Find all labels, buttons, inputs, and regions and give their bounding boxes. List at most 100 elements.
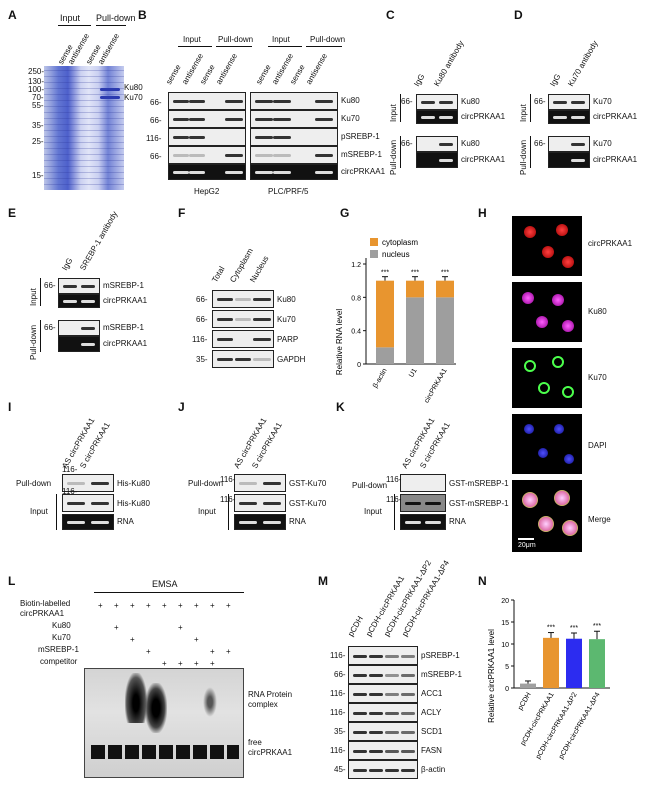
coomassie-gel (44, 66, 124, 190)
a-marker-25: 25- (32, 137, 44, 146)
b-blot-ku70-hepg2 (168, 110, 246, 128)
h-row-4: DAPI (588, 441, 607, 450)
i-row-1: His-Ku80 (117, 479, 150, 488)
panel-label-j: J (178, 400, 185, 414)
panel-label-k: K (336, 400, 345, 414)
k-row-1: GST-mSREBP-1 (449, 479, 509, 488)
b-row-ku80: Ku80 (341, 96, 360, 105)
e-section-pulldown: Pull-down (29, 324, 38, 360)
b-group-2: Pull-down (218, 35, 254, 44)
panel-label-m: M (318, 574, 328, 588)
g-ytick-label: 0.8 (351, 295, 361, 302)
c-lane-2: Ku80 antibody (432, 39, 466, 88)
b-cell-line-hepg2: HepG2 (194, 187, 220, 196)
g-bar-nucleus (376, 347, 394, 364)
l-sign: + (210, 659, 215, 668)
b-lane-1: sense (164, 63, 183, 86)
c-lane-1: IgG (412, 72, 427, 88)
e-blot-pd-msrebp (58, 320, 100, 336)
b-lane-7: sense (288, 63, 307, 86)
e-blot-input-circ (58, 294, 100, 308)
g-sig-label: *** (441, 270, 449, 277)
a-marker-55: 55- (32, 101, 44, 110)
panel-label-n: N (478, 574, 487, 588)
a-header-input: Input (60, 13, 81, 23)
b-row-msrebp: mSREBP-1 (341, 150, 382, 159)
m-marker-4: 116- (330, 708, 346, 717)
g-ytick-label: 1.2 (351, 262, 361, 269)
l-row-ku70: Ku70 (52, 633, 71, 642)
m-marker-3: 116- (330, 689, 346, 698)
i-section-input: Input (30, 507, 48, 516)
g-ytick-label: 0.4 (351, 329, 361, 336)
b-group-1: Input (183, 35, 201, 44)
emsa-gel (84, 668, 244, 778)
e-row-4: circPRKAA1 (103, 339, 148, 348)
l-sign: + (98, 601, 103, 610)
c-blot-pd-ku80 (416, 136, 458, 152)
a-marker-35: 35- (32, 121, 44, 130)
b-marker-4: 66- (150, 152, 162, 161)
d-lane-2: Ku70 antibody (566, 39, 600, 88)
n-sig-label: *** (547, 625, 555, 632)
m-row-1: pSREBP-1 (421, 651, 460, 660)
i-blot-input (62, 494, 114, 512)
d-blot-pd-circ (548, 152, 590, 168)
a-header-pulldown: Pull-down (96, 13, 136, 23)
k-blot-pd (400, 474, 446, 492)
a-marker-100: 100- (28, 85, 45, 94)
panel-label-h: H (478, 206, 487, 220)
m-marker-5: 35- (334, 727, 346, 736)
d-row-4: circPRKAA1 (593, 155, 638, 164)
b-group-3: Input (272, 35, 290, 44)
d-marker-1: 66- (534, 97, 546, 106)
d-section-pulldown: Pull-down (519, 139, 528, 175)
l-sign: + (146, 647, 151, 656)
l-free-label: free circPRKAA1 (248, 738, 293, 757)
k-row-2: GST-mSREBP-1 (449, 499, 509, 508)
e-marker-2: 66- (44, 323, 56, 332)
c-blot-pd-circ (416, 152, 458, 168)
b-lane-8: antisense (304, 51, 330, 86)
panel-label-e: E (8, 206, 17, 220)
f-row-2: Ku70 (277, 315, 296, 324)
n-ytick-label: 15 (501, 620, 509, 627)
g-sig-label: *** (381, 270, 389, 277)
c-row-2: circPRKAA1 (461, 112, 506, 121)
h-img-dapi (512, 414, 582, 474)
a-marker-250: 250- (28, 67, 45, 76)
f-blot-gapdh (212, 350, 274, 368)
n-xtick-label: pCDH-circPRKAA1-ΔP2 (535, 691, 579, 760)
d-section-input: Input (519, 104, 528, 122)
f-row-4: GAPDH (277, 355, 306, 364)
c-marker-2: 66- (401, 139, 413, 148)
c-section-pulldown: Pull-down (389, 139, 398, 175)
g-legend-nucleus: nucleus (382, 250, 410, 259)
g-sig-label: *** (411, 270, 419, 277)
a-band-ku80: Ku80 (124, 83, 143, 92)
a-marker-70: 70- (32, 93, 44, 102)
panel-label-a: A (8, 8, 17, 22)
d-blot-pd-ku70 (548, 136, 590, 152)
l-sign: + (194, 635, 199, 644)
n-sig-label: *** (570, 625, 578, 632)
j-row-3: RNA (289, 517, 306, 526)
l-sign: + (210, 601, 215, 610)
h-row-1: circPRKAA1 (588, 239, 633, 248)
k-row-3: RNA (449, 517, 466, 526)
g-xtick-label: β-actin (372, 367, 389, 389)
j-blot-pd (234, 474, 286, 492)
m-blot-row (348, 741, 418, 760)
i-blot-pd (62, 474, 114, 492)
d-lane-1: IgG (548, 72, 563, 88)
j-blot-rna (234, 514, 286, 530)
l-sign: + (178, 601, 183, 610)
g-xtick-label: circPRKAA1 (423, 367, 448, 404)
n-sig-label: *** (593, 623, 601, 630)
f-blot-ku80 (212, 290, 274, 308)
a-marker-15: 15- (32, 171, 44, 180)
d-blot-input-ku70 (548, 94, 590, 110)
j-blot-input (234, 494, 286, 512)
panel-label-l: L (8, 574, 16, 588)
n-xtick-label: pCDH-circPRKAA1-ΔP4 (558, 691, 602, 760)
